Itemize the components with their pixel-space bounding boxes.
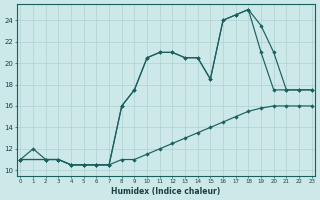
X-axis label: Humidex (Indice chaleur): Humidex (Indice chaleur)	[111, 187, 221, 196]
